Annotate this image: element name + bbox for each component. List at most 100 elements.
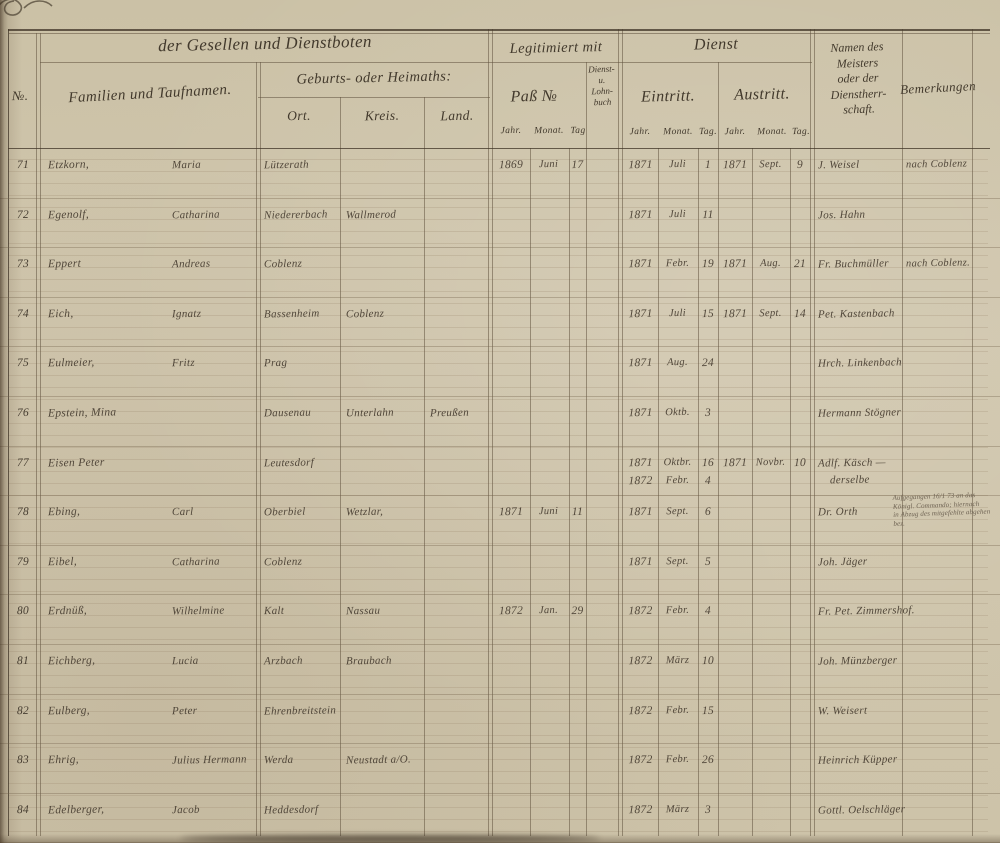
cell-austritt-monat	[752, 555, 789, 556]
cell-austritt-jahr	[719, 804, 751, 805]
cell-meister: Pet. Kastenbach	[817, 307, 895, 321]
cell-surname: Eich,	[47, 307, 74, 321]
cell-ort: Coblenz	[263, 257, 303, 271]
cell-ort: Niedererbach	[263, 208, 328, 222]
cell-austritt-tag: 9	[796, 158, 804, 172]
cell-firstname: Lucia	[171, 654, 199, 668]
cell-surname: Eppert	[47, 257, 82, 271]
table-line	[698, 148, 699, 836]
cell-pass-tag: 11	[571, 506, 584, 519]
cell-pass-jahr	[494, 655, 528, 656]
cell-firstname: Julius Hermann	[171, 753, 247, 767]
cell-land: Preußen	[429, 406, 470, 420]
cell-eintritt-monat: Febr.	[665, 753, 690, 766]
column-header-land: Land.	[440, 107, 474, 124]
cell-eintritt-jahr: 1871	[628, 555, 653, 569]
cell-eintritt-jahr-2	[624, 772, 657, 773]
cell-number: 74	[16, 307, 30, 320]
cell-pass-monat	[529, 208, 568, 209]
column-header-origin: Geburts- oder Heimaths:	[296, 68, 452, 88]
cell-austritt-jahr	[719, 754, 751, 755]
cell-meister: Hermann Stögner	[817, 406, 902, 420]
cell-eintritt-tag: 4	[704, 605, 712, 618]
cell-eintritt-tag: 6	[704, 506, 712, 519]
table-line	[814, 29, 815, 836]
group-header-servants: der Gesellen und Dienstboten	[157, 31, 373, 56]
table-row: 71 Etzkorn, Maria Lützerath 1869 Juni 17…	[0, 148, 1000, 199]
cell-pass-jahr: 1871	[498, 505, 524, 519]
subheader-eintritt-monat: Monat.	[663, 126, 693, 138]
cell-austritt-monat	[752, 803, 789, 804]
cell-ort: Heddesdorf	[263, 803, 319, 817]
table-line	[718, 62, 719, 836]
cell-eintritt-tag: 11	[702, 208, 714, 221]
cell-meister: Heinrich Küpper	[817, 753, 898, 767]
cell-eintritt-jahr-2	[624, 574, 657, 575]
cell-eintritt-tag: 1	[704, 158, 712, 172]
cell-austritt-jahr: 1871	[722, 456, 748, 469]
cell-eintritt-monat: Febr.	[665, 605, 690, 617]
cell-ort: Bassenheim	[263, 307, 320, 321]
table-line	[658, 148, 659, 836]
group-header-dienst: Dienst	[693, 35, 739, 54]
cell-austritt-monat	[752, 208, 789, 209]
cell-austritt-jahr	[719, 605, 751, 606]
cell-eintritt-tag: 3	[704, 803, 712, 816]
cell-pass-jahr: 1872	[498, 605, 524, 618]
table-line	[36, 33, 37, 836]
cell-pass-jahr	[494, 208, 528, 209]
column-header-austritt: Austritt.	[734, 85, 790, 104]
cell-firstname: Maria	[171, 158, 202, 172]
meister-line: schaft.	[842, 101, 876, 117]
table-line	[569, 148, 570, 836]
cell-ort: Oberbiel	[263, 505, 306, 519]
pencil-note: Aufgegangen 16/1 73 an das Königl. Comma…	[892, 490, 999, 528]
cell-eintritt-monat-2: Febr.	[665, 474, 690, 486]
cell-number: 82	[16, 704, 30, 717]
cell-pass-jahr	[494, 804, 528, 805]
cell-kreis: Nassau	[345, 605, 381, 618]
cell-eintritt-jahr-2	[624, 276, 657, 277]
cell-austritt-monat: Sept.	[759, 307, 782, 319]
cell-kreis: Braubach	[345, 654, 392, 668]
table-line	[586, 62, 587, 836]
cell-firstname: Wilhelmine	[171, 604, 225, 618]
cell-eintritt-monat-2	[658, 276, 697, 277]
cell-ort: Kalt	[263, 605, 285, 618]
cell-pass-jahr	[494, 357, 528, 358]
cell-number: 75	[16, 357, 30, 370]
table-row: 74 Eich, Ignatz Bassenheim Coblenz 1871 …	[0, 297, 1000, 348]
cell-ort: Prag	[263, 357, 288, 370]
cell-meister: Hrch. Linkenbach	[817, 356, 902, 371]
subheader-pass-jahr: Jahr.	[500, 125, 522, 137]
cell-pass-monat	[529, 258, 568, 259]
cell-austritt-tag: 21	[793, 258, 807, 271]
cell-surname: Eulmeier,	[47, 356, 95, 370]
table-row: 80 Erdnüß, Wilhelmine Kalt Nassau 1872 J…	[0, 594, 1000, 645]
table-row: 72 Egenolf, Catharina Niedererbach Wallm…	[0, 198, 1000, 249]
table-line	[260, 62, 261, 836]
table-line	[622, 29, 623, 836]
cell-eintritt-tag-2: 4	[704, 474, 712, 487]
cell-eintritt-tag: 15	[701, 704, 715, 717]
cell-meister: Fr. Pet. Zimmershof.	[817, 604, 915, 619]
cell-pass-monat	[529, 655, 568, 656]
cell-pass-jahr	[494, 704, 528, 705]
cell-austritt-jahr: 1871	[722, 307, 748, 321]
table-line	[8, 29, 9, 836]
cell-austritt-jahr	[719, 655, 751, 656]
cell-eintritt-monat: Juli	[668, 158, 687, 171]
cell-eintritt-monat: Oktbr.	[663, 456, 692, 468]
subheader-pass-tag: Tag	[570, 125, 586, 137]
cell-eintritt-jahr-2: 1872	[628, 474, 653, 487]
cell-eintritt-monat-2	[658, 375, 697, 376]
cell-meister-line2: derselbe	[829, 473, 870, 486]
cell-pass-monat: Jan.	[538, 605, 559, 617]
cell-ort: Leutesdorf	[263, 456, 315, 470]
cell-bemerkung: nach Coblenz	[905, 158, 968, 171]
cell-firstname: Catharina	[171, 208, 221, 222]
column-header-names: Familien und Taufnamen.	[68, 81, 232, 107]
column-header-bemerkungen: Bemerkungen	[899, 78, 977, 97]
table-line	[424, 97, 425, 836]
column-header-ort: Ort.	[286, 107, 312, 124]
